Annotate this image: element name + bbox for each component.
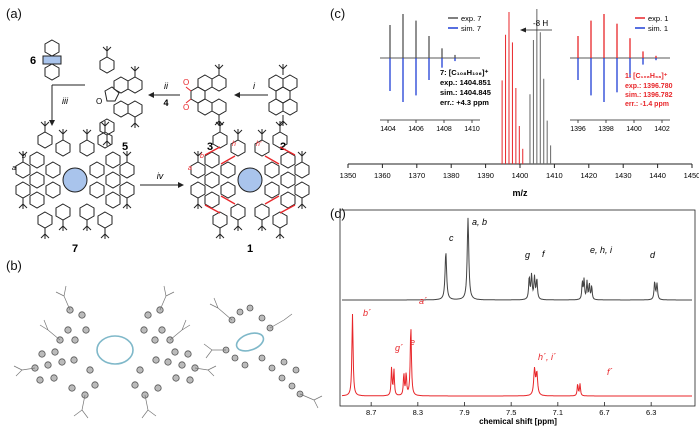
crystal-structure-side-view — [203, 297, 323, 409]
compound-1-structure — [190, 120, 310, 240]
inset-tick-label: 1404 — [380, 126, 396, 133]
nmr-tick-label: 6.3 — [646, 408, 656, 417]
ms-x-label: m/z — [512, 188, 528, 198]
proton-label-hp-1: h' — [256, 141, 262, 148]
peak-label-hi: h´, i´ — [538, 352, 556, 362]
info-right-sim: sim.: 1396.782 — [625, 92, 673, 99]
legend-sim1: sim. 1 — [648, 24, 668, 33]
info-right-err: err.: -1.4 ppm — [625, 101, 669, 108]
peak-label-f: f — [542, 249, 546, 259]
proton-label-a-7: a — [12, 165, 16, 172]
ms-inset-right: 1396 1398 1400 1402 — [570, 14, 670, 133]
legend-exp7: exp. 7 — [461, 14, 481, 23]
inset-tick-label: 1402 — [654, 126, 670, 133]
arrow-label-iv: iv — [157, 171, 164, 181]
crystal-structure-top-view — [13, 285, 217, 419]
compound-label-6: 6 — [30, 55, 36, 67]
peak-label-ab: a, b — [472, 217, 487, 227]
peak-label-d: d — [650, 250, 656, 260]
panel-label-a: (a) — [6, 6, 22, 21]
ms-inset-left: 1404 1406 1408 1410 — [380, 14, 480, 133]
inset-tick-label: 1408 — [436, 126, 452, 133]
compound-7-structure — [15, 120, 135, 240]
peak-label-fp: f´ — [607, 367, 613, 377]
compound-2-structure — [268, 63, 298, 127]
peak-label-ehi: e, h, i — [590, 245, 613, 255]
compound-label-3: 3 — [207, 141, 213, 153]
nmr-tick-label: 7.9 — [459, 408, 469, 417]
nmr-tick-label: 8.3 — [413, 408, 423, 417]
inset-tick-label: 1400 — [626, 126, 642, 133]
info-right-exp: exp.: 1396.780 — [625, 83, 673, 90]
nmr-tick-label: 6.7 — [599, 408, 609, 417]
ms-tick-label: 1440 — [649, 171, 666, 180]
reaction-arrow-ii — [148, 92, 180, 98]
arrow-label-iii: iii — [62, 96, 69, 106]
legend-exp1: exp. 1 — [648, 14, 668, 23]
nmr-tick-label: 7.5 — [506, 408, 516, 417]
peak-label-bp: b´ — [363, 308, 371, 318]
info-right-formula: 1: [C₁₀₈H₉₈]⁺ — [625, 73, 668, 80]
reaction-arrow-iv — [140, 182, 184, 188]
compound-label-2: 2 — [280, 141, 286, 153]
info-left-formula: 7: [C₁₀₈H₁₀₆]⁺ — [440, 68, 488, 77]
ms-tick-label: 1400 — [512, 171, 529, 180]
panel-label-c: (c) — [330, 6, 346, 21]
nmr-spectra: 8.7 8.3 7.9 7.5 7.1 6.7 6.3 chemical shift [pp… — [339, 209, 696, 426]
info-left-exp: exp.: 1404.851 — [440, 78, 491, 87]
peak-label-c: c — [449, 233, 454, 243]
ketone-o: O — [96, 97, 102, 106]
crystal-structures — [13, 285, 323, 419]
arrow-label-4: 4 — [163, 98, 168, 108]
compound-label-1: 1 — [247, 243, 253, 255]
ms-tick-label: 1420 — [580, 171, 597, 180]
arrow-label-i: i — [253, 81, 256, 91]
peak-label-gp: g´ — [395, 343, 403, 353]
proton-label-b-7: b — [22, 153, 26, 160]
nmr-tick-label: 8.7 — [366, 408, 376, 417]
ms-tick-label: 1430 — [615, 171, 632, 180]
proton-label-a-1: a — [188, 165, 192, 172]
legend-sim7: sim. 7 — [461, 24, 481, 33]
info-left-err: err.: +4.3 ppm — [440, 98, 489, 107]
nmr-tick-label: 7.1 — [553, 408, 563, 417]
compound-3-structure — [185, 63, 227, 127]
mass-spectrum: 1350 1360 1370 1380 1390 1400 1410 1420 1430 1440… — [340, 9, 699, 198]
reaction-arrow-iii — [49, 84, 85, 126]
peak-label-ap: a´ — [419, 296, 427, 306]
ms-tick-label: 1370 — [408, 171, 425, 180]
inset-tick-label: 1406 — [408, 126, 424, 133]
nmr-trace-7 — [342, 217, 692, 301]
ms-tick-label: 1350 — [340, 171, 357, 180]
info-left-sim: sim.: 1404.845 — [440, 88, 491, 97]
shift-label: -8 H — [533, 19, 548, 28]
ms-tick-label: 1410 — [546, 171, 563, 180]
compound-label-7: 7 — [72, 243, 78, 255]
inset-tick-label: 1396 — [570, 126, 586, 133]
atom-o2: O — [183, 103, 189, 112]
ms-tick-label: 1450 — [684, 171, 699, 180]
arrow-label-ii: ii — [164, 81, 169, 91]
synthesis-scheme: 2 i O O 3 ii 4 O 5 6 — [12, 39, 310, 255]
compound-label-5: 5 — [122, 141, 128, 153]
compound-5-structure — [99, 45, 143, 147]
nmr-trace-1 — [342, 313, 692, 397]
compound-6-structure — [42, 39, 62, 81]
atom-o1: O — [183, 78, 189, 87]
panel-label-b: (b) — [6, 258, 22, 273]
shift-arrow — [520, 27, 552, 33]
reaction-arrow-i — [234, 92, 268, 98]
inset-tick-label: 1398 — [598, 126, 614, 133]
peak-label-ep: e — [410, 337, 415, 347]
peak-label-g: g — [525, 250, 530, 260]
proton-label-h-1: h — [232, 141, 236, 148]
ms-tick-label: 1360 — [374, 171, 391, 180]
proton-label-b-1: b — [200, 153, 204, 160]
ms-tick-label: 1380 — [443, 171, 460, 180]
inset-tick-label: 1410 — [464, 126, 480, 133]
ms-tick-label: 1390 — [477, 171, 494, 180]
nmr-x-label: chemical shift [ppm] — [479, 417, 557, 426]
nmr-frame — [339, 209, 696, 407]
